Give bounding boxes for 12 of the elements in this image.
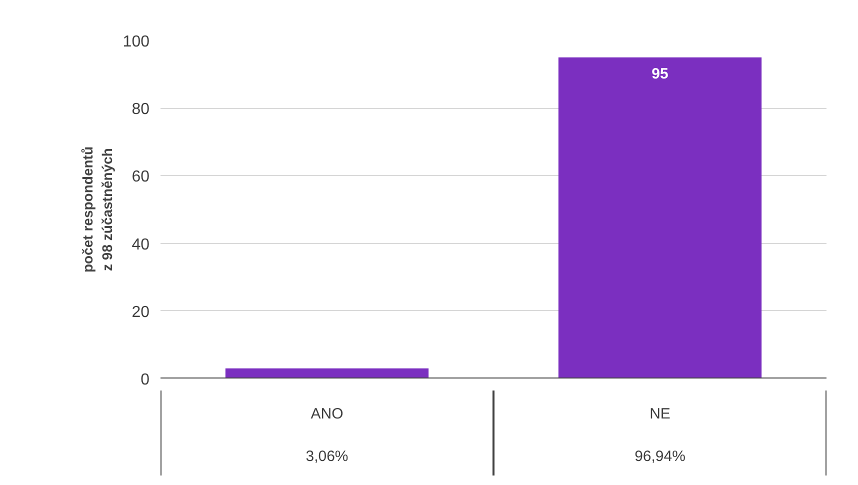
y-tick-label: 0	[140, 372, 150, 388]
y-tick-label: 40	[132, 236, 150, 254]
x-tick-label: ANO	[310, 405, 344, 422]
y-tick-label: 80	[132, 101, 150, 118]
y-tick-label: 100	[122, 34, 150, 50]
x-tick-label: NE	[650, 405, 670, 422]
y-tick-label: 20	[132, 304, 150, 321]
data-label: 95	[652, 65, 668, 82]
y-tick-label: 60	[132, 168, 150, 186]
text: 96,94%	[634, 448, 686, 465]
y-axis-title: počet respondentů z 98 zúčastněných	[80, 146, 115, 273]
text: 3,06%	[306, 448, 348, 465]
